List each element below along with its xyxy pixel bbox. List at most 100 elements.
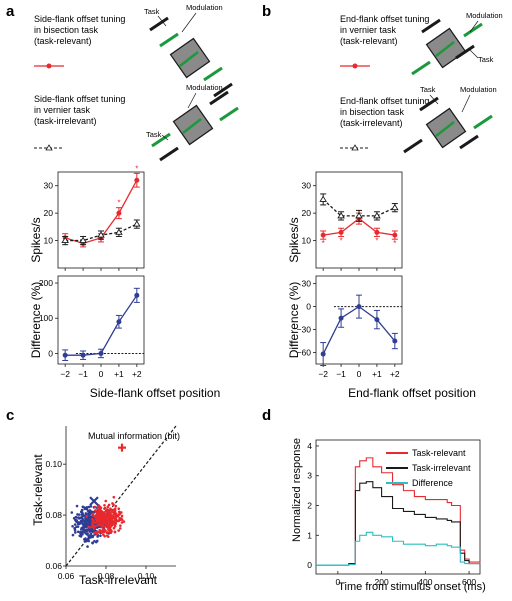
schematic-a2-center-line [182, 118, 202, 134]
scatter-point-0 [75, 525, 78, 529]
data-point [338, 315, 344, 321]
scatter-point-1 [109, 517, 113, 520]
scatter-point-0 [87, 505, 91, 509]
chart-b-difference: −60 −30 0 30 −2 −1 0 +1 +2 [297, 275, 403, 379]
scatter-point-1 [110, 515, 114, 518]
scatter-point-1 [103, 507, 106, 510]
schematic-b2-bar-top-left [419, 96, 439, 112]
data-point-triangle [61, 236, 69, 244]
scatter-point-1 [106, 531, 109, 534]
scatter-point-1 [93, 531, 96, 535]
schematic-a1-task-label: Task [144, 7, 160, 16]
schematic-b-bisection: Task Modulation [403, 85, 497, 154]
chart-d-time-course: 0 200 400 600 0 1 2 3 4 [307, 439, 481, 587]
scatter-point-0 [78, 521, 82, 525]
chart-c-mutual-information: 0.06 0.08 0.10 0.06 0.08 0.10 [45, 425, 177, 581]
legend-b-task-irrelevant: End-flank offset tuning in bisection tas… [340, 96, 429, 151]
y-tick-label: 0 [48, 348, 53, 358]
schematic-a2-bar-top [209, 90, 229, 106]
scatter-point-1 [118, 512, 122, 516]
schematic-b2-bar-bottom-right [459, 134, 479, 150]
x-tick-label: 0 [99, 369, 104, 379]
scatter-point-1 [93, 505, 97, 509]
scatter-point-1 [118, 518, 122, 522]
scatter-point-1 [119, 524, 122, 527]
scatter-point-1 [117, 507, 121, 511]
x-tick-label: 600 [462, 577, 476, 587]
scatter-point-0 [81, 522, 84, 525]
scatter-point-1 [112, 495, 116, 499]
scatter-point-1 [104, 499, 108, 503]
scatter-point-1 [95, 532, 99, 536]
y-tick-label: 200 [39, 278, 53, 288]
x-tick-label: 0.08 [98, 571, 115, 581]
scatter-point-1 [100, 525, 103, 529]
schematic-b1-modulation-arrow [469, 20, 479, 33]
scatter-point-1 [116, 514, 120, 518]
scatter-point-1 [91, 523, 94, 526]
schematic-b1-modulation-label: Modulation [466, 11, 503, 20]
c-ylabel: Task-relevant [31, 454, 45, 526]
schematic-a1-modulation-arrow [181, 12, 197, 33]
d-legend-label-difference: Difference [412, 478, 453, 488]
plot-frame [57, 171, 145, 269]
scatter-point-1 [107, 528, 110, 531]
time-series-0 [316, 457, 481, 566]
scatter-point-1 [101, 528, 105, 531]
a-bottom-xlabel: Side-flank offset position [90, 386, 221, 400]
schematic-a1-task-arrow [157, 15, 167, 27]
scatter-point-1 [112, 526, 116, 530]
y-tick-label: 20 [302, 208, 312, 218]
scatter-point-0 [76, 530, 80, 534]
legend-a1-line1: Side-flank offset tuning [34, 14, 125, 24]
scatter-point-1 [104, 529, 107, 533]
y-tick-label: −60 [297, 348, 312, 358]
scatter-point-0 [74, 531, 77, 534]
scatter-point-1 [110, 511, 114, 514]
scatter-point-1 [114, 504, 118, 508]
y-tick-label: 10 [44, 236, 54, 246]
y-tick-label: 0 [306, 302, 311, 312]
plot-frame [315, 275, 403, 365]
data-point-triangle [391, 203, 399, 211]
scatter-point-0 [74, 519, 78, 523]
y-tick-label: 0 [307, 560, 312, 570]
scatter-point-0 [91, 535, 94, 539]
significance-marker: * [322, 239, 325, 248]
legend-a2-line2: in vernier task [34, 105, 91, 115]
scatter-point-1 [120, 514, 124, 518]
scatter-point-1 [98, 513, 101, 516]
scatter-point-1 [101, 522, 105, 526]
scatter-point-1 [107, 503, 111, 507]
y-tick-label: 20 [44, 208, 54, 218]
scatter-point-0 [75, 504, 79, 508]
data-point-triangle [319, 195, 327, 202]
schematic-a2-bar-green-bottom [151, 132, 171, 148]
scatter-point-0 [70, 511, 74, 514]
schematic-a1-bar-top [149, 16, 169, 32]
scatter-point-1 [108, 513, 112, 516]
scatter-point-0 [73, 526, 76, 530]
schematic-b2-task-arrow [429, 94, 439, 105]
legend-a1-line2: in bisection task [34, 25, 99, 35]
panel-label-c: c [6, 407, 14, 424]
x-tick-label: 0.06 [58, 571, 75, 581]
data-point [374, 229, 380, 235]
schematic-b1-bar-green-right [463, 22, 483, 38]
data-point [320, 232, 326, 238]
schematic-b-vernier: Modulation Task [411, 11, 503, 76]
schematic-b1-center-line [435, 41, 455, 57]
scatter-point-1 [94, 509, 97, 512]
data-point [374, 317, 380, 323]
schematic-a1-bar-green-bottom [203, 66, 223, 82]
y-tick-label: 4 [307, 441, 312, 451]
x-tick-label: 0 [335, 577, 340, 587]
data-point [392, 232, 398, 238]
scatter-point-0 [85, 528, 88, 532]
scatter-point-1 [113, 517, 117, 521]
x-tick-label: −1 [336, 369, 346, 379]
d-ylabel: Normalized response [291, 438, 303, 542]
x-tick-label: 0.10 [138, 571, 155, 581]
scatter-point-0 [88, 535, 92, 539]
